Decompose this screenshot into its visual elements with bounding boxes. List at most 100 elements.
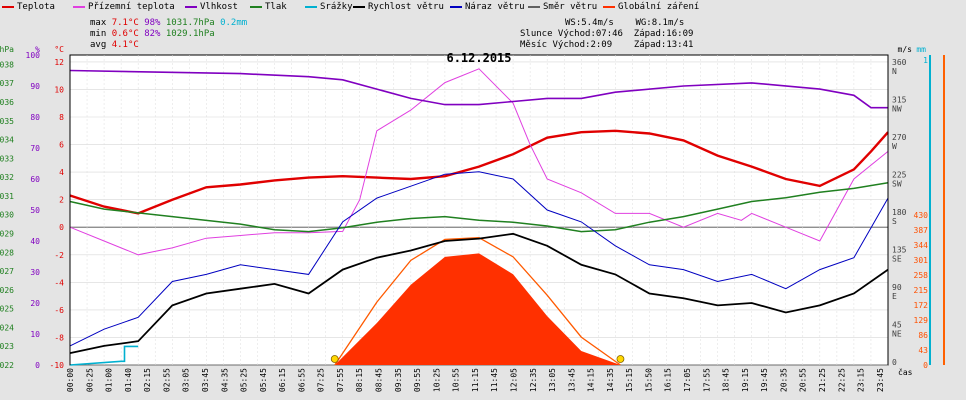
legend-label: Teplota bbox=[17, 2, 55, 12]
x-tick-label: 20:55 bbox=[799, 368, 808, 392]
axis-tick-wind-dir: 225 bbox=[892, 171, 907, 180]
x-tick-label: 09:55 bbox=[413, 368, 422, 392]
x-tick-label: 18:45 bbox=[722, 368, 731, 392]
axis-tick-wind-dir-name: NW bbox=[892, 105, 902, 114]
legend-item: Globální záření bbox=[603, 2, 699, 12]
x-tick-label: 23:15 bbox=[857, 368, 866, 392]
x-tick-label: 04:35 bbox=[220, 368, 229, 392]
axis-tick-radiation: 129 bbox=[914, 316, 929, 325]
axis-tick-pressure: 1036 bbox=[0, 98, 14, 107]
radiation-area bbox=[334, 253, 621, 365]
axis-tick-temperature: 8 bbox=[59, 113, 64, 122]
axis-tick-temperature: -6 bbox=[54, 306, 64, 315]
axis-tick-temperature: -4 bbox=[54, 278, 64, 287]
axis-tick-radiation: 301 bbox=[914, 256, 929, 265]
series-line-přízemní-teplota bbox=[69, 68, 889, 256]
x-tick-label: 15:15 bbox=[625, 368, 634, 392]
x-tick-label: 02:15 bbox=[143, 368, 152, 392]
axis-tick-pressure: 1027 bbox=[0, 267, 14, 276]
axis-tick-temperature: -10 bbox=[50, 361, 65, 370]
axis-tick-radiation: 344 bbox=[914, 241, 929, 250]
axis-tick-temperature: 6 bbox=[59, 141, 64, 150]
x-tick-label: 12:05 bbox=[509, 368, 518, 392]
axis-tick-humidity: 40 bbox=[30, 237, 40, 246]
axis-tick-wind-dir: 135 bbox=[892, 246, 907, 255]
legend-label: Směr větru bbox=[543, 2, 598, 12]
axis-tick-humidity: 10 bbox=[30, 330, 40, 339]
chart-title: 6.12.2015 bbox=[446, 51, 511, 65]
axis-tick-pressure: 1025 bbox=[0, 305, 14, 314]
legend-item: Vlhkost bbox=[185, 2, 238, 12]
series-line-tlak bbox=[69, 182, 889, 233]
x-tick-label: 07:55 bbox=[336, 368, 345, 392]
axis-tick-wind-dir-name: SE bbox=[892, 255, 902, 264]
x-tick-label: 21:25 bbox=[818, 368, 827, 392]
x-tick-label: 22:25 bbox=[837, 368, 846, 392]
axis-tick-radiation: 387 bbox=[914, 226, 929, 235]
axis-tick-rain: 1 bbox=[923, 56, 928, 65]
x-tick-label: 19:45 bbox=[760, 368, 769, 392]
x-tick-label: 02:55 bbox=[162, 368, 171, 392]
axis-tick-temperature: 4 bbox=[59, 168, 64, 177]
axis-tick-humidity: 50 bbox=[30, 206, 40, 215]
x-tick-label: 20:35 bbox=[779, 368, 788, 392]
axis-tick-wind-dir-name: W bbox=[892, 142, 897, 151]
axis-tick-pressure: 1029 bbox=[0, 229, 14, 238]
axis-tick-humidity: 80 bbox=[30, 113, 40, 122]
axis-tick-temperature: 12 bbox=[54, 58, 64, 67]
axis-tick-humidity: 90 bbox=[30, 82, 40, 91]
legend-label: Rychlost větru bbox=[368, 2, 444, 12]
x-tick-label: 19:15 bbox=[741, 368, 750, 392]
axis-tick-radiation: 0 bbox=[923, 361, 928, 370]
x-tick-label: 01:40 bbox=[124, 368, 133, 392]
legend-swatch bbox=[250, 5, 262, 8]
x-tick-label: 11:15 bbox=[471, 368, 480, 392]
legend-swatch bbox=[603, 5, 615, 8]
x-tick-label: 03:05 bbox=[182, 368, 191, 392]
series-line-vlhkost bbox=[69, 69, 888, 109]
x-tick-label: 00:00 bbox=[66, 368, 75, 392]
legend-swatch bbox=[528, 5, 540, 8]
axis-tick-pressure: 1023 bbox=[0, 342, 14, 351]
legend-item: Náraz větru bbox=[450, 2, 525, 12]
axis-tick-wind-dir: 360 bbox=[892, 58, 907, 67]
axis-tick-humidity: 30 bbox=[30, 268, 40, 277]
axis-tick-pressure: 1022 bbox=[0, 361, 14, 370]
x-tick-label: 13:05 bbox=[548, 368, 557, 392]
x-tick-label: 08:15 bbox=[355, 368, 364, 392]
axis-tick-pressure: 1034 bbox=[0, 136, 14, 145]
legend-swatch bbox=[305, 5, 317, 8]
axis-unit-humidity: % bbox=[35, 45, 40, 54]
legend-label: Srážky bbox=[320, 2, 353, 12]
axis-tick-pressure: 1033 bbox=[0, 154, 14, 163]
axis-tick-humidity: 70 bbox=[30, 144, 40, 153]
axis-tick-pressure: 1035 bbox=[0, 117, 14, 126]
legend-label: Přízemní teplota bbox=[88, 2, 175, 12]
axis-tick-wind-dir: 180 bbox=[892, 208, 907, 217]
legend-label: Náraz větru bbox=[465, 2, 525, 12]
legend-item: Přízemní teplota bbox=[73, 2, 175, 12]
x-tick-label: 17:55 bbox=[702, 368, 711, 392]
legend-label: Tlak bbox=[265, 2, 287, 12]
clear-sky-curve bbox=[334, 237, 621, 366]
x-tick-label: 09:35 bbox=[394, 368, 403, 392]
axis-tick-wind-dir: 315 bbox=[892, 96, 907, 105]
x-tick-label: 13:45 bbox=[567, 368, 576, 392]
axis-tick-pressure: 1028 bbox=[0, 248, 14, 257]
legend-label: Vlhkost bbox=[200, 2, 238, 12]
x-tick-label: 14:15 bbox=[587, 368, 596, 392]
wind-stats: WS:5.4m/s WG:8.1m/s bbox=[565, 18, 685, 28]
axis-tick-wind-dir-name: N bbox=[892, 67, 897, 76]
axis-tick-radiation: 215 bbox=[914, 286, 929, 295]
x-tick-label: 03:45 bbox=[201, 368, 210, 392]
axis-tick-wind-dir: 90 bbox=[892, 283, 902, 292]
x-tick-label: 05:45 bbox=[259, 368, 268, 392]
moon-times: Měsíc Východ:2:09 Západ:13:41 bbox=[520, 40, 694, 50]
axis-tick-wind-dir-name: NE bbox=[892, 330, 902, 339]
legend-swatch bbox=[2, 5, 14, 8]
sun-marker bbox=[330, 355, 339, 363]
axis-tick-radiation: 43 bbox=[918, 346, 928, 355]
axis-tick-humidity: 20 bbox=[30, 299, 40, 308]
